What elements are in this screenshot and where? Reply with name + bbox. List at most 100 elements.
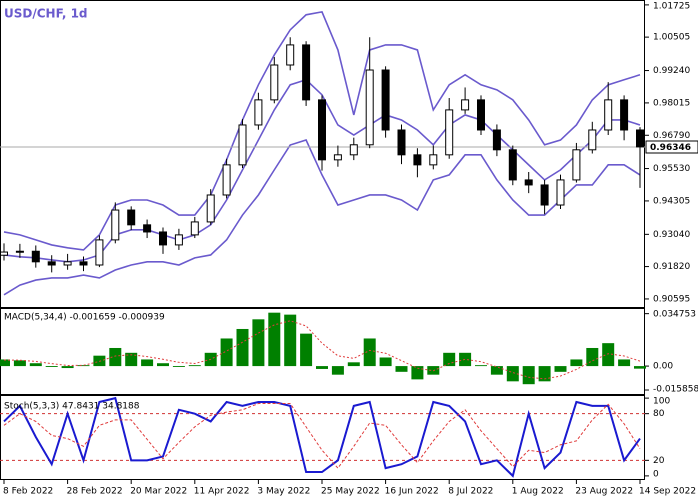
candle-body (604, 99, 613, 131)
macd-bar (618, 359, 631, 367)
macd-bar (634, 366, 646, 369)
macd-bar (188, 365, 201, 367)
candle-body (508, 149, 517, 181)
candle-body (206, 194, 215, 223)
macd-bar (141, 359, 154, 367)
candle-body (143, 224, 152, 233)
y-tick-label: 20 (653, 456, 665, 466)
macd-bar (300, 333, 313, 367)
macd-bar (570, 359, 583, 367)
candle-body (492, 129, 501, 151)
y-tick-label: 0.98015 (653, 98, 690, 108)
candle-body (79, 261, 88, 266)
candle-body (620, 99, 629, 131)
y-tick-label: 0.91820 (653, 262, 690, 272)
y-tick-label: 1.00505 (653, 33, 690, 43)
candle-body (159, 231, 167, 246)
candle-body (556, 179, 565, 206)
macd-bar (61, 366, 74, 369)
panel-title: MACD(5,34,4) -0.001659 -0.000939 (4, 313, 165, 323)
candle-body (47, 261, 56, 266)
bollinger-band (3, 78, 641, 263)
y-tick-label: 0.90595 (653, 294, 690, 304)
y-tick-label: 100 (653, 397, 670, 407)
candle-body (111, 209, 120, 241)
macd-bar (475, 365, 487, 367)
candle-body (333, 154, 342, 161)
candle-body (174, 234, 183, 246)
candle-body (254, 99, 263, 126)
panel-title: USD/CHF, 1d (4, 7, 88, 21)
macd-bar (586, 347, 599, 367)
price-panel-frame (0, 0, 645, 308)
x-tick-label: 8 Feb 2022 (3, 487, 53, 497)
macd-bar (506, 366, 519, 382)
x-tick-label: 25 May 2022 (321, 487, 380, 497)
macd-bar (554, 366, 567, 372)
macd-bar (77, 365, 90, 367)
stoch-panel-frame (0, 395, 645, 480)
macd-bar (220, 338, 233, 367)
macd-bar (522, 366, 535, 385)
macd-bar (268, 312, 281, 367)
y-tick-label: 0.96790 (653, 131, 690, 141)
x-tick-label: 11 Apr 2022 (194, 487, 250, 497)
macd-bar (363, 338, 376, 367)
candle-body (190, 221, 199, 236)
x-tick-label: 28 Feb 2022 (67, 487, 123, 497)
macd-bar (443, 352, 456, 367)
macd-bar (602, 343, 615, 367)
candle-body (636, 129, 644, 148)
candle-body (588, 129, 597, 151)
x-tick-label: 1 Aug 2022 (512, 487, 564, 497)
candle-body (127, 209, 136, 226)
y-tick-label: 0.95530 (653, 164, 690, 174)
candle-body (15, 250, 24, 253)
macd-bar (45, 366, 58, 367)
y-tick-label: 80 (653, 409, 665, 419)
candle-body (238, 124, 247, 166)
x-tick-label: 8 Jul 2022 (448, 487, 493, 497)
bollinger-band (3, 139, 641, 296)
candle-body (222, 164, 231, 196)
bollinger-band (3, 10, 641, 251)
candle-body (365, 69, 374, 146)
candle-body (349, 144, 358, 156)
macd-bar (331, 366, 344, 375)
macd-bar (125, 352, 138, 367)
candle-body (524, 179, 533, 186)
x-tick-label: 3 May 2022 (257, 487, 310, 497)
macd-bar (538, 366, 551, 382)
macd-bar (490, 366, 503, 375)
y-tick-label: 0.94305 (653, 196, 690, 206)
y-tick-label: -0.015858 (653, 385, 698, 395)
macd-bar (347, 362, 360, 367)
last-price-label: 0.96346 (650, 143, 691, 153)
panel-title: Stoch(5,3,3) 47.8431 34.8188 (4, 402, 140, 412)
x-tick-label: 20 Mar 2022 (130, 487, 187, 497)
candle-body (477, 99, 485, 131)
candle-body (429, 154, 438, 166)
candle-body (572, 149, 581, 181)
x-tick-label: 16 Jun 2022 (385, 487, 439, 497)
macd-bar (109, 347, 122, 367)
macd-bar (459, 352, 472, 367)
y-tick-label: 1.01725 (653, 2, 690, 12)
stoch-line (3, 403, 641, 469)
x-tick-label: 14 Sep 2022 (639, 487, 696, 497)
y-tick-label: 0.93040 (653, 230, 690, 240)
macd-bar (379, 357, 392, 367)
macd-bar (13, 360, 26, 367)
candle-body (413, 154, 422, 166)
candle-body (540, 184, 549, 206)
macd-bar (411, 366, 424, 380)
candle-body (95, 239, 104, 266)
y-tick-label: 0.99240 (653, 66, 690, 76)
candle-body (63, 261, 72, 266)
signal-line (3, 320, 641, 380)
candle-body (445, 109, 454, 156)
candle-body (381, 69, 390, 131)
candle-body (31, 250, 40, 263)
macd-bar (284, 314, 297, 367)
